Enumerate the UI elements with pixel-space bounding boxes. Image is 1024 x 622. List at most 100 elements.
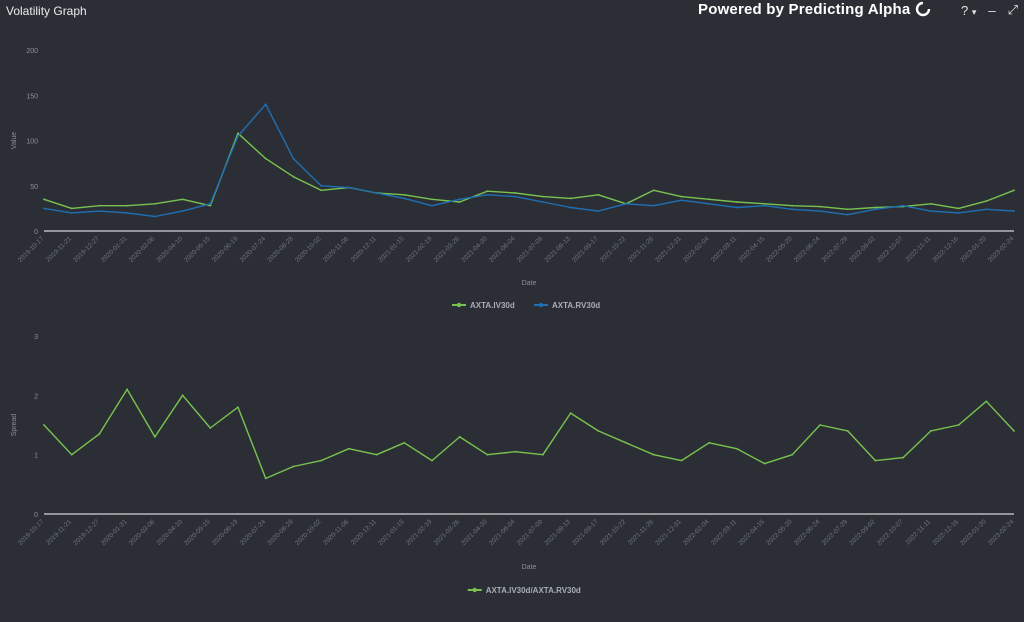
data-point	[735, 206, 738, 209]
x-tick-label: 2020-10-02	[294, 235, 323, 264]
data-point	[541, 453, 544, 456]
x-tick-label: 2022-06-24	[793, 518, 822, 547]
legend-label: AXTA.IV30d/AXTA.RV30d	[486, 586, 581, 595]
x-tick-label: 2021-12-31	[654, 235, 683, 264]
x-tick-label: 2022-09-02	[848, 518, 877, 547]
x-tick-label: 2021-12-31	[654, 518, 683, 547]
x-tick-label: 2020-08-28	[266, 518, 295, 547]
data-point	[43, 424, 45, 426]
x-tick-label: 2020-11-06	[322, 518, 350, 546]
data-point	[209, 204, 212, 207]
volatility-chart: 0 50 100 150 200 Value 2019-10-17 2019-11-21 201…	[11, 48, 1016, 310]
x-tick-label: 2020-06-19	[211, 518, 240, 547]
data-point	[264, 103, 267, 106]
legend-label: AXTA.IV30d	[470, 301, 515, 310]
data-point	[320, 459, 323, 462]
expand-button[interactable]: ⤢	[1008, 2, 1018, 18]
x-tick-label: 2021-04-30	[460, 518, 489, 547]
x-axis-label: Date	[522, 280, 537, 287]
x-tick-label: 2022-02-04	[682, 235, 711, 264]
x-tick-label: 2020-04-10	[156, 235, 185, 264]
data-point	[985, 208, 988, 211]
data-point	[70, 453, 73, 456]
x-tick-label: 2021-03-26	[433, 518, 462, 547]
data-point	[1013, 430, 1015, 432]
data-point	[431, 204, 433, 207]
chevron-down-icon: ▾	[971, 6, 977, 17]
help-button[interactable]: ? ▾	[961, 3, 976, 18]
data-point	[98, 204, 101, 207]
x-tick-label: 2022-10-07	[876, 235, 905, 264]
x-tick-label: 2022-05-20	[765, 235, 794, 264]
data-point	[902, 204, 905, 207]
data-point	[486, 453, 489, 456]
data-point	[292, 157, 295, 160]
data-point	[264, 157, 267, 160]
data-point	[43, 198, 45, 201]
x-tick-label: 2022-10-07	[876, 518, 905, 547]
x-tick-label: 2022-12-16	[932, 518, 961, 547]
data-point	[652, 453, 655, 456]
x-tick-label: 2022-07-29	[821, 235, 850, 264]
x-axis-label: Date	[522, 564, 537, 571]
x-tick-label: 2021-07-09	[516, 235, 545, 264]
data-point	[652, 204, 655, 207]
data-point	[597, 430, 600, 432]
expand-icon: ⤢	[1007, 2, 1018, 17]
x-tick-label: 2021-09-17	[571, 235, 600, 264]
data-point	[625, 441, 627, 444]
x-tick-label: 2022-12-16	[932, 235, 961, 264]
data-point	[929, 210, 932, 212]
data-point	[126, 212, 129, 214]
data-point	[375, 453, 378, 456]
data-point	[320, 189, 323, 192]
x-tick-label: 2020-08-28	[266, 235, 295, 264]
legend-item: AXTA.RV30d	[534, 301, 600, 310]
data-point	[680, 195, 683, 198]
data-point	[874, 459, 877, 462]
title-bar: Volatility Graph Powered by Predicting A…	[0, 0, 1024, 22]
x-tick-label: 2022-04-15	[738, 235, 767, 264]
data-point	[237, 132, 239, 135]
x-tick-label: 2022-05-20	[765, 518, 794, 547]
x-tick-label: 2021-06-04	[488, 235, 517, 264]
y-tick-label: 100	[26, 139, 38, 146]
data-point	[819, 210, 821, 212]
data-point	[403, 197, 406, 200]
x-tick-label: 2020-10-02	[294, 518, 323, 547]
series-line-axta-iv30d	[43, 132, 1015, 211]
minimize-button[interactable]: –	[988, 3, 995, 18]
data-point	[708, 198, 711, 201]
data-point	[846, 208, 849, 211]
data-point	[819, 424, 821, 426]
y-tick-label: 3	[34, 334, 38, 341]
x-tick-label: 2021-02-19	[405, 235, 434, 264]
x-tick-label: 2021-03-26	[433, 235, 462, 264]
y-tick-label: 0	[34, 229, 38, 236]
x-tick-label: 2019-11-21	[45, 235, 73, 263]
x-tick-label: 2020-11-06	[322, 235, 350, 263]
y-tick-label: 2	[34, 393, 38, 400]
data-point	[791, 453, 794, 456]
data-point	[347, 447, 350, 450]
data-point	[153, 435, 156, 438]
x-tick-label: 2022-06-24	[793, 235, 822, 264]
data-point	[458, 198, 461, 201]
data-point	[1013, 210, 1015, 212]
y-tick-label: 50	[30, 184, 38, 191]
y-tick-label: 0	[34, 512, 38, 519]
series-line-axta-iv30d-axta-rv30d	[43, 388, 1015, 480]
data-point	[43, 207, 45, 210]
data-point	[929, 202, 932, 205]
x-tick-label: 2019-10-17	[17, 235, 46, 264]
legend-label: AXTA.RV30d	[552, 301, 600, 310]
x-tick-label: 2019-12-27	[72, 235, 101, 264]
data-point	[237, 135, 239, 137]
y-axis-label: Value	[11, 132, 18, 149]
data-point	[431, 198, 433, 201]
data-point	[791, 204, 794, 207]
data-point	[486, 190, 489, 193]
window-title: Volatility Graph	[6, 4, 87, 18]
series-line-axta-rv30d	[43, 103, 1015, 218]
data-point	[98, 210, 101, 212]
